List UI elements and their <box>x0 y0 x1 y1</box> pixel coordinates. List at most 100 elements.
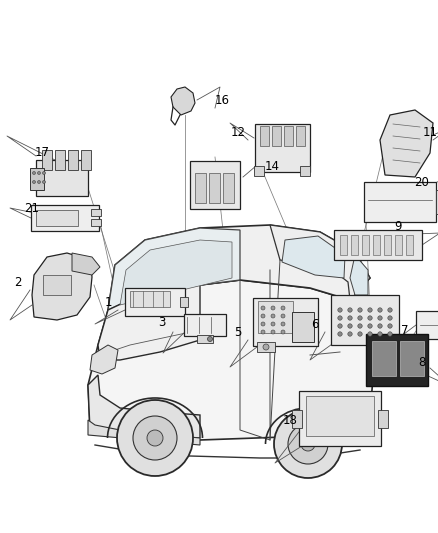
Bar <box>340 235 347 255</box>
Text: 6: 6 <box>311 319 319 332</box>
Circle shape <box>38 172 40 174</box>
Bar <box>366 334 428 386</box>
Bar <box>272 126 281 146</box>
Polygon shape <box>171 87 195 115</box>
Bar <box>91 219 101 226</box>
Circle shape <box>42 181 46 183</box>
Text: 20: 20 <box>414 176 429 190</box>
Bar <box>195 173 206 203</box>
Circle shape <box>261 306 265 310</box>
Text: 3: 3 <box>158 317 166 329</box>
Polygon shape <box>90 345 118 374</box>
Polygon shape <box>380 110 433 177</box>
Bar <box>296 126 305 146</box>
Circle shape <box>338 308 342 312</box>
Bar <box>351 235 358 255</box>
Text: 21: 21 <box>25 201 39 214</box>
Text: 14: 14 <box>265 160 279 174</box>
Bar <box>184 314 226 336</box>
Bar <box>254 124 310 172</box>
Bar <box>197 335 213 343</box>
Circle shape <box>301 437 315 451</box>
Circle shape <box>378 332 382 336</box>
Bar <box>306 396 374 436</box>
Circle shape <box>388 324 392 328</box>
Circle shape <box>117 400 193 476</box>
Circle shape <box>263 344 269 350</box>
Polygon shape <box>98 285 200 360</box>
Circle shape <box>368 332 372 336</box>
Bar <box>292 312 314 342</box>
Circle shape <box>271 322 275 326</box>
Bar <box>252 298 318 346</box>
Circle shape <box>388 332 392 336</box>
Circle shape <box>274 410 342 478</box>
Circle shape <box>368 316 372 320</box>
Bar <box>258 301 293 333</box>
Bar <box>180 297 188 307</box>
Bar <box>334 230 422 260</box>
Circle shape <box>271 314 275 318</box>
Text: 9: 9 <box>394 221 402 233</box>
Circle shape <box>42 172 46 174</box>
Text: 5: 5 <box>234 327 242 340</box>
Bar <box>362 235 369 255</box>
Circle shape <box>281 314 285 318</box>
Bar <box>416 311 438 339</box>
Polygon shape <box>120 240 232 305</box>
Polygon shape <box>108 225 370 310</box>
Circle shape <box>358 316 362 320</box>
Circle shape <box>288 424 328 464</box>
Bar <box>378 410 388 428</box>
Bar <box>68 150 78 170</box>
Bar <box>299 391 381 446</box>
Text: 1: 1 <box>104 295 112 309</box>
Bar <box>36 160 88 196</box>
Circle shape <box>208 336 212 342</box>
Bar <box>257 342 275 352</box>
Bar <box>36 210 78 226</box>
Circle shape <box>358 308 362 312</box>
Circle shape <box>348 324 352 328</box>
Bar <box>30 168 44 190</box>
Bar <box>55 150 65 170</box>
Polygon shape <box>282 236 345 278</box>
Bar <box>400 341 424 376</box>
Circle shape <box>368 308 372 312</box>
Circle shape <box>32 181 35 183</box>
Text: 2: 2 <box>14 276 22 288</box>
Circle shape <box>388 308 392 312</box>
Text: 12: 12 <box>230 125 246 139</box>
Circle shape <box>261 314 265 318</box>
Bar <box>254 166 264 176</box>
Bar <box>384 235 391 255</box>
Bar <box>190 161 240 209</box>
Circle shape <box>32 172 35 174</box>
Text: 16: 16 <box>215 93 230 107</box>
Bar <box>364 182 436 222</box>
Polygon shape <box>32 253 92 320</box>
Circle shape <box>281 330 285 334</box>
Bar <box>406 235 413 255</box>
Circle shape <box>378 308 382 312</box>
Circle shape <box>378 316 382 320</box>
Circle shape <box>348 308 352 312</box>
Bar <box>372 341 396 376</box>
Circle shape <box>338 316 342 320</box>
Polygon shape <box>350 255 368 295</box>
Bar <box>223 173 234 203</box>
Circle shape <box>271 330 275 334</box>
Circle shape <box>348 316 352 320</box>
Circle shape <box>281 306 285 310</box>
Circle shape <box>147 430 163 446</box>
Polygon shape <box>88 375 200 438</box>
Bar <box>42 150 52 170</box>
Circle shape <box>281 322 285 326</box>
Bar <box>91 209 101 216</box>
Circle shape <box>388 316 392 320</box>
Circle shape <box>38 181 40 183</box>
Polygon shape <box>72 253 100 275</box>
Text: 8: 8 <box>418 356 426 368</box>
Text: 7: 7 <box>401 324 409 336</box>
Circle shape <box>261 322 265 326</box>
